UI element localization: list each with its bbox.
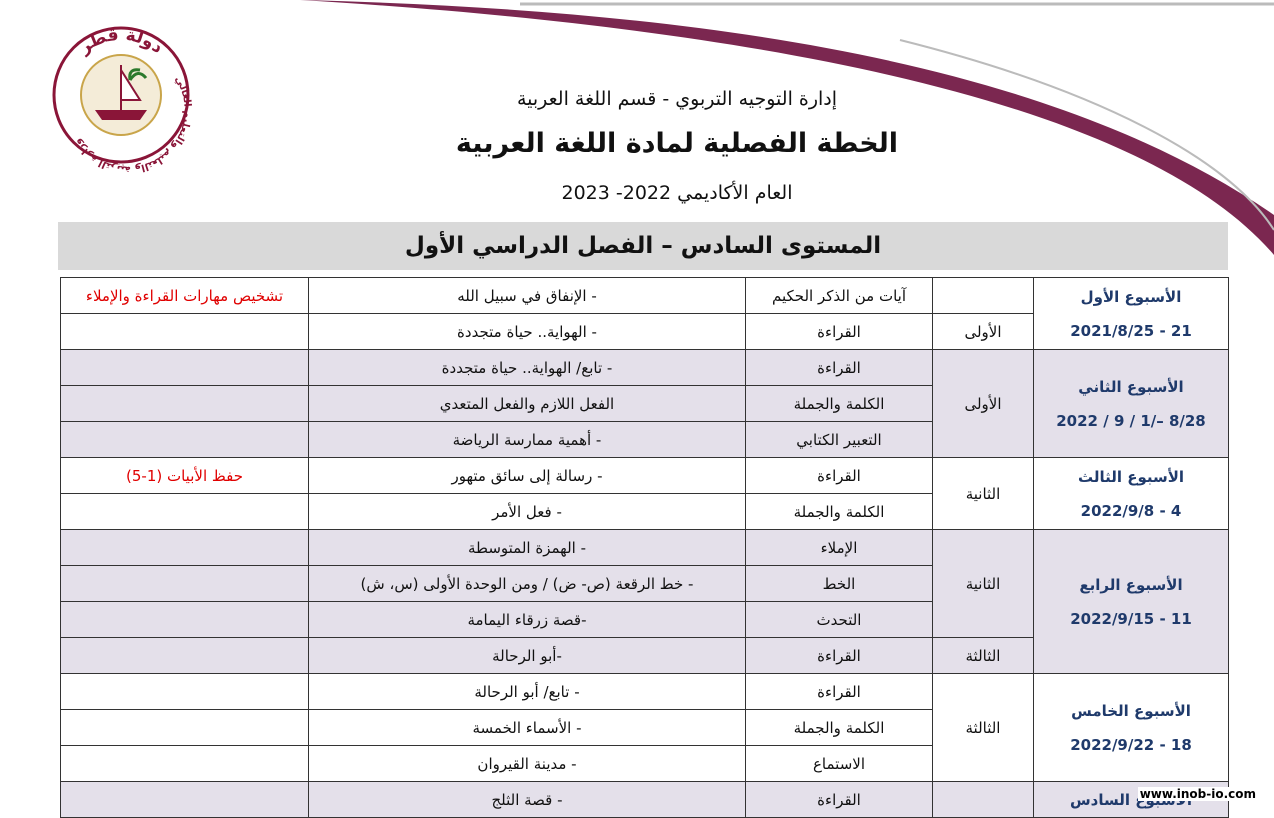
unit-cell [932,781,1034,818]
branch-cell: آيات من الذكر الحكيم [745,277,933,314]
banner: المستوى السادس – الفصل الدراسي الأول [58,222,1228,270]
branch-cell: الاستماع [745,745,933,782]
branch-cell: الخط [745,565,933,602]
unit-cell: الأولى [932,349,1034,458]
unit-cell [932,277,1034,314]
week-cell: الأسبوع الرابع 11 - 2022/9/15 [1033,529,1229,674]
note-cell: تشخيص مهارات القراءة والإملاء [60,277,309,314]
branch-cell: الكلمة والجملة [745,709,933,746]
lesson-cell: - الهواية.. حياة متجددة [308,313,746,350]
table-row: الأسبوع السادس القراءة - قصة الثلج [60,781,1229,818]
week-dates: 8/28 –/1 / 9 / 2022 [1056,411,1206,430]
note-cell: حفظ الأبيات (1-5) [60,457,309,494]
note-cell [60,349,309,386]
unit-cell: الأولى [932,313,1034,350]
table-row: الكلمة والجملة - فعل الأمر [60,493,1229,530]
table-row: الثالثة القراءة -أبو الرحالة [60,637,1229,674]
week-dates: 11 - 2022/9/15 [1070,609,1192,628]
department: إدارة التوجيه التربوي - قسم اللغة العربي… [516,88,838,110]
branch-cell: التعبير الكتابي [745,421,933,458]
week-dates: 4 - 2022/9/8 [1080,501,1182,520]
table-row: التعبير الكتابي - أهمية ممارسة الرياضة [60,421,1229,458]
branch-cell: الإملاء [745,529,933,566]
logo-palm [128,68,148,81]
academic-year: العام الأكاديمي 2022- 2023 [561,182,793,204]
branch-cell: القراءة [745,457,933,494]
swoosh [300,0,1274,255]
logo-sail [120,65,142,110]
logo-boat [95,110,147,120]
table-row: الكلمة والجملة الفعل اللازم والفعل المتعد… [60,385,1229,422]
table-row: الكلمة والجملة - الأسماء الخمسة [60,709,1229,746]
note-cell [60,565,309,602]
table-row: الاستماع - مدينة القيروان [60,745,1229,782]
lesson-cell: - رسالة إلى سائق متهور [308,457,746,494]
branch-cell: الكلمة والجملة [745,385,933,422]
branch-cell: الكلمة والجملة [745,493,933,530]
lesson-cell: - مدينة القيروان [308,745,746,782]
lesson-cell: -قصة زرقاء اليمامة [308,601,746,638]
note-cell [60,385,309,422]
week-cell: الأسبوع الخامس 18 - 2022/9/22 [1033,673,1229,782]
week-cell: الأسبوع الثالث 4 - 2022/9/8 [1033,457,1229,530]
week-name: الأسبوع الرابع [1079,575,1183,594]
table-row: الأسبوع الأول 21 - 2021/8/25 آيات من الذكر… [60,277,1229,350]
note-cell [60,313,309,350]
title: الخطة الفصلية لمادة اللغة العربية [455,128,899,159]
branch-cell: القراءة [745,313,933,350]
note-cell [60,601,309,638]
table-row: الأسبوع الرابع 11 - 2022/9/15 الثانية الإمل… [60,529,1229,674]
lesson-cell: - قصة الثلج [308,781,746,818]
unit-cell: الثالثة [932,673,1034,782]
table-row: الأولى القراءة - الهواية.. حياة متجددة [60,313,1229,350]
table-row: الأسبوع الثالث 4 - 2022/9/8 الثانية القراءة… [60,457,1229,530]
plan-table: الأسبوع الأول 21 - 2021/8/25 آيات من الذكر… [60,277,1229,818]
week-name: الأسبوع الثالث [1077,467,1185,486]
branch-cell: التحدث [745,601,933,638]
branch-cell: القراءة [745,637,933,674]
week-dates: 21 - 2021/8/25 [1070,321,1192,340]
note-cell [60,745,309,782]
week-cell: الأسبوع الأول 21 - 2021/8/25 [1033,277,1229,350]
lesson-cell: - فعل الأمر [308,493,746,530]
lesson-cell: - تابع/ أبو الرحالة [308,673,746,710]
note-cell [60,529,309,566]
week-name: الأسبوع الخامس [1071,701,1191,720]
note-cell [60,637,309,674]
lesson-cell: الفعل اللازم والفعل المتعدي [308,385,746,422]
watermark: www.inob-io.com [1137,787,1258,801]
note-cell [60,421,309,458]
lesson-cell: - الإنفاق في سبيل الله [308,277,746,314]
note-cell [60,709,309,746]
lesson-cell: - أهمية ممارسة الرياضة [308,421,746,458]
week-name: الأسبوع الثاني [1078,377,1184,396]
branch-cell: القراءة [745,673,933,710]
unit-cell: الثانية [932,529,1034,638]
table-row: الأسبوع الخامس 18 - 2022/9/22 الثالثة القرا… [60,673,1229,782]
unit-cell: الثالثة [932,637,1034,674]
note-cell [60,493,309,530]
week-dates: 18 - 2022/9/22 [1070,735,1192,754]
lesson-cell: - تابع/ الهواية.. حياة متجددة [308,349,746,386]
branch-cell: القراءة [745,349,933,386]
lesson-cell: - الأسماء الخمسة [308,709,746,746]
lesson-cell: - خط الرقعة (ص- ض) / ومن الوحدة الأولى (… [308,565,746,602]
table-row: التحدث -قصة زرقاء اليمامة [60,601,1229,638]
week-name: الأسبوع الأول [1080,287,1182,306]
note-cell [60,673,309,710]
lesson-cell: -أبو الرحالة [308,637,746,674]
table-row: الأسبوع الثاني 8/28 –/1 / 9 / 2022 الأولى ا… [60,349,1229,458]
branch-cell: القراءة [745,781,933,818]
note-cell [60,781,309,818]
unit-cell: الثانية [932,457,1034,530]
lesson-cell: - الهمزة المتوسطة [308,529,746,566]
swoosh-line [899,39,1274,231]
week-cell: الأسبوع الثاني 8/28 –/1 / 9 / 2022 [1033,349,1229,458]
